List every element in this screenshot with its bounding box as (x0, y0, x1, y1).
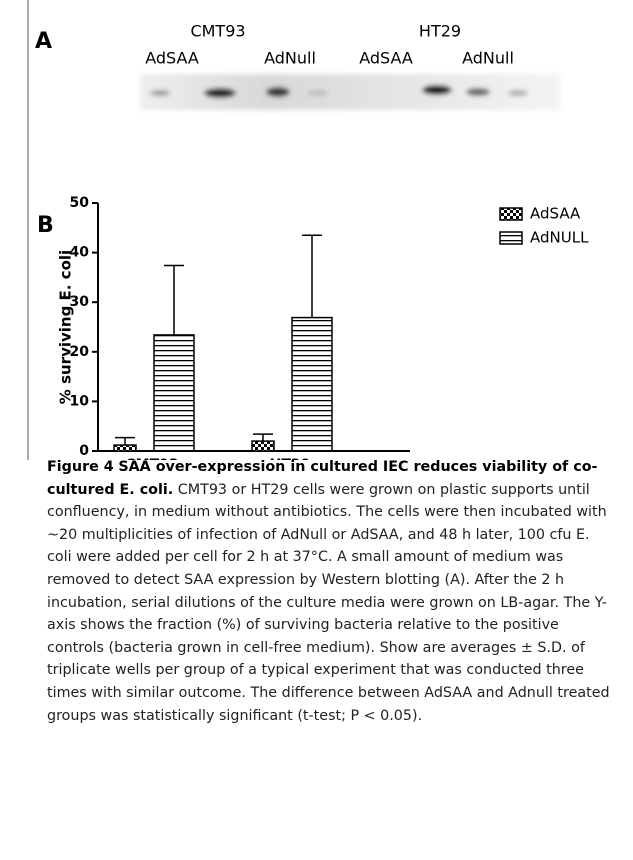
legend-swatch (499, 207, 523, 221)
y-tick-label: 50 (70, 195, 90, 211)
caption: Figure 4 SAA over-expression in cultured… (47, 456, 613, 727)
group-label: CMT93 (190, 22, 245, 41)
caption-label: Figure 4 (47, 459, 114, 475)
y-tick-label: 20 (70, 344, 90, 360)
lane-label: AdSAA (145, 49, 199, 68)
y-axis-title: % surviving E. coli (57, 250, 75, 404)
bar (153, 334, 195, 452)
error-bar (164, 264, 184, 335)
legend-swatch (499, 231, 523, 245)
lane-label: AdNull (264, 49, 316, 68)
x-tick-label: HT29 (270, 457, 311, 460)
western-blot (140, 74, 560, 110)
bar (251, 440, 275, 452)
lane-label: AdSAA (359, 49, 413, 68)
error-bar (302, 234, 322, 318)
y-tick-label: 0 (79, 443, 89, 459)
panel-label: A (35, 29, 52, 54)
caption-text: CMT93 or HT29 cells were grown on plasti… (47, 481, 610, 724)
bar (113, 444, 137, 452)
y-tick-label: 10 (70, 393, 90, 409)
error-bar (253, 433, 273, 442)
y-tick-label: 40 (70, 245, 90, 261)
bar (291, 316, 333, 452)
x-tick-label: CMT93 (125, 457, 178, 460)
error-bar (115, 436, 135, 446)
panel-label: B (37, 213, 54, 238)
legend-label: AdSAA (530, 205, 581, 223)
group-label: HT29 (419, 22, 461, 41)
y-tick-label: 30 (70, 294, 90, 310)
legend-label: AdNULL (530, 229, 589, 247)
figure: A CMT93 HT29 AdSAA AdNull AdSAA AdNull B… (27, 0, 589, 460)
caption-title: SAA over-expression in cultured IEC redu… (47, 459, 598, 498)
lane-label: AdNull (462, 49, 514, 68)
